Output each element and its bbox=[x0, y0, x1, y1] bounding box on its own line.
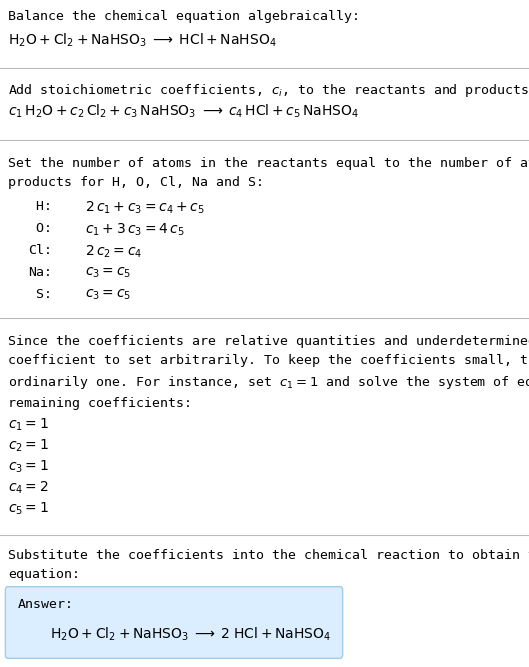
Text: $\mathrm{H_2O + Cl_2 + NaHSO_3} \;\longrightarrow\; 2\;\mathrm{HCl + NaHSO_4}$: $\mathrm{H_2O + Cl_2 + NaHSO_3} \;\longr… bbox=[50, 626, 331, 644]
Text: O:: O: bbox=[28, 222, 52, 235]
Text: H:: H: bbox=[28, 200, 52, 213]
Text: $c_2 = 1$: $c_2 = 1$ bbox=[8, 438, 49, 454]
Text: $c_3 = c_5$: $c_3 = c_5$ bbox=[85, 266, 131, 280]
Text: S:: S: bbox=[28, 288, 52, 301]
Text: Since the coefficients are relative quantities and underdetermined, choose a
coe: Since the coefficients are relative quan… bbox=[8, 335, 529, 410]
Text: $c_5 = 1$: $c_5 = 1$ bbox=[8, 501, 49, 518]
Text: $\mathrm{H_2O + Cl_2 + NaHSO_3} \;\longrightarrow\; \mathrm{HCl + NaHSO_4}$: $\mathrm{H_2O + Cl_2 + NaHSO_3} \;\longr… bbox=[8, 32, 277, 49]
Text: Add stoichiometric coefficients, $c_i$, to the reactants and products:: Add stoichiometric coefficients, $c_i$, … bbox=[8, 82, 529, 99]
Text: $c_1 + 3\,c_3 = 4\,c_5$: $c_1 + 3\,c_3 = 4\,c_5$ bbox=[85, 222, 185, 238]
FancyBboxPatch shape bbox=[5, 587, 343, 658]
Text: Substitute the coefficients into the chemical reaction to obtain the balanced
eq: Substitute the coefficients into the che… bbox=[8, 549, 529, 581]
Text: $2\,c_2 = c_4$: $2\,c_2 = c_4$ bbox=[85, 244, 142, 260]
Text: Cl:: Cl: bbox=[28, 244, 52, 257]
Text: Balance the chemical equation algebraically:: Balance the chemical equation algebraica… bbox=[8, 10, 360, 23]
Text: $c_4 = 2$: $c_4 = 2$ bbox=[8, 480, 49, 496]
Text: $c_3 = 1$: $c_3 = 1$ bbox=[8, 459, 49, 476]
Text: $c_1\,\mathrm{H_2O} + c_2\,\mathrm{Cl_2} + c_3\,\mathrm{NaHSO_3} \;\longrightarr: $c_1\,\mathrm{H_2O} + c_2\,\mathrm{Cl_2}… bbox=[8, 103, 359, 121]
Text: $2\,c_1 + c_3 = c_4 + c_5$: $2\,c_1 + c_3 = c_4 + c_5$ bbox=[85, 200, 205, 216]
Text: Set the number of atoms in the reactants equal to the number of atoms in the
pro: Set the number of atoms in the reactants… bbox=[8, 157, 529, 189]
Text: Answer:: Answer: bbox=[18, 598, 74, 611]
Text: $c_1 = 1$: $c_1 = 1$ bbox=[8, 417, 49, 434]
Text: Na:: Na: bbox=[28, 266, 52, 279]
Text: $c_3 = c_5$: $c_3 = c_5$ bbox=[85, 288, 131, 302]
